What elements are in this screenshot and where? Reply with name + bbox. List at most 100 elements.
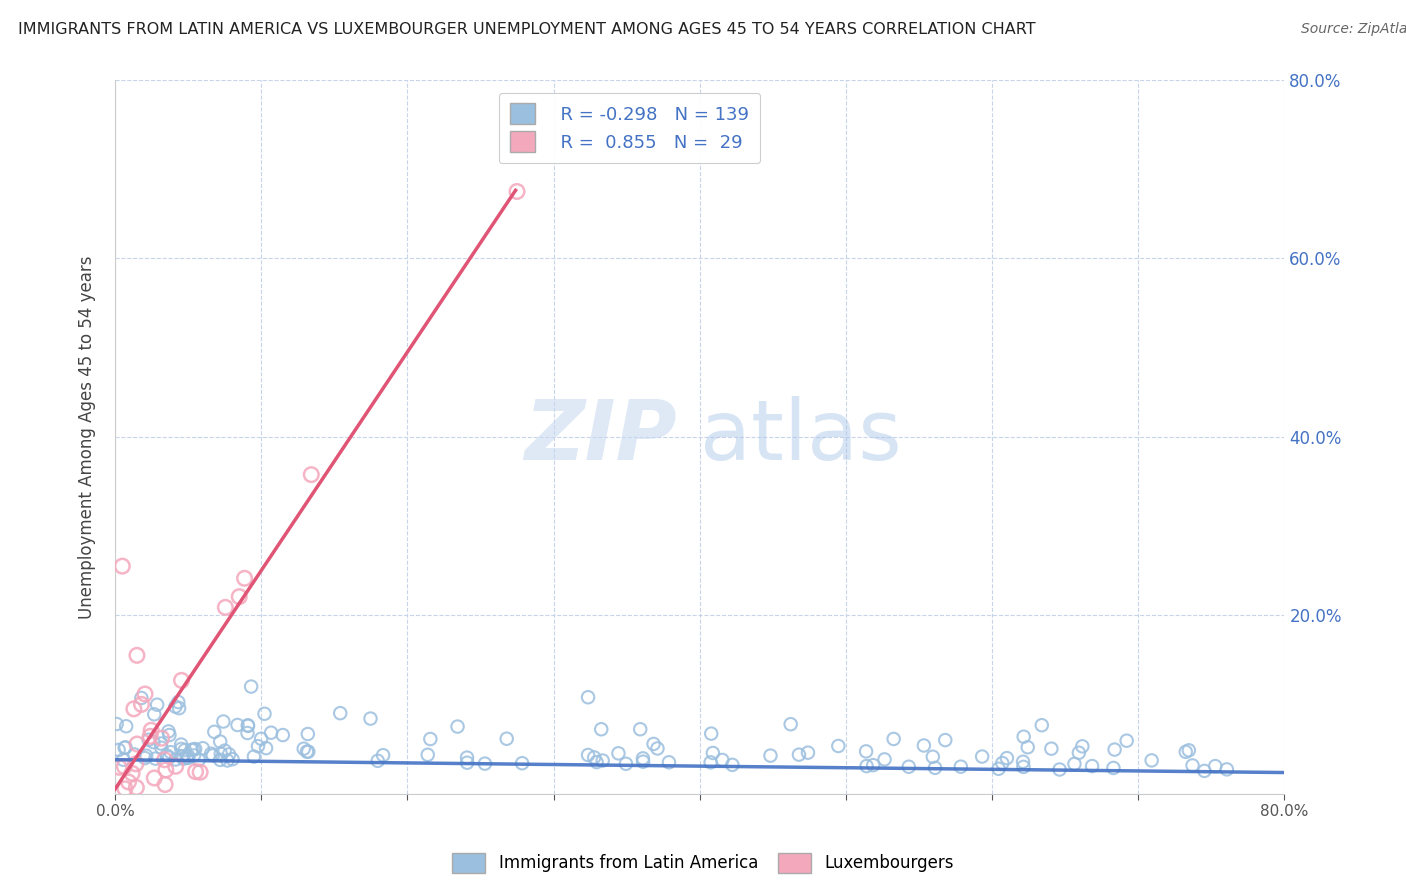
Point xyxy=(991,756,1014,770)
Point xyxy=(647,741,669,756)
Point xyxy=(155,763,177,777)
Point xyxy=(114,740,136,755)
Point xyxy=(134,687,156,701)
Point xyxy=(797,746,820,760)
Point xyxy=(721,757,744,772)
Point xyxy=(897,760,920,774)
Point xyxy=(456,750,478,764)
Point xyxy=(643,737,665,751)
Point xyxy=(209,747,232,761)
Point xyxy=(607,747,630,761)
Point xyxy=(153,753,176,767)
Point xyxy=(159,728,181,742)
Point xyxy=(176,751,198,765)
Point xyxy=(855,744,877,758)
Point xyxy=(187,753,209,767)
Point xyxy=(202,724,225,739)
Point xyxy=(167,701,190,715)
Point xyxy=(177,748,200,763)
Point xyxy=(236,726,259,740)
Point xyxy=(131,690,153,705)
Point xyxy=(1194,764,1216,778)
Point xyxy=(297,727,319,741)
Point xyxy=(883,731,905,746)
Point xyxy=(134,751,156,765)
Point xyxy=(114,740,136,755)
Point xyxy=(912,739,935,753)
Point xyxy=(201,748,224,763)
Point xyxy=(180,743,202,757)
Point xyxy=(1140,753,1163,767)
Point xyxy=(779,717,801,731)
Point xyxy=(143,707,166,722)
Point xyxy=(228,590,250,604)
Point xyxy=(299,467,322,482)
Point xyxy=(576,747,599,762)
Point xyxy=(236,719,259,733)
Point xyxy=(145,751,167,765)
Point xyxy=(658,756,681,770)
Point xyxy=(214,600,236,615)
Point xyxy=(125,756,148,771)
Point xyxy=(1174,745,1197,759)
Point xyxy=(1178,743,1201,757)
Point xyxy=(221,752,243,766)
Point xyxy=(295,745,318,759)
Point xyxy=(329,706,352,721)
Point xyxy=(827,739,849,753)
Point xyxy=(446,720,468,734)
Point xyxy=(260,725,283,739)
Point xyxy=(1104,742,1126,756)
Point xyxy=(583,750,606,764)
Point xyxy=(114,781,136,796)
Point xyxy=(921,749,943,764)
Point xyxy=(149,737,172,751)
Point xyxy=(1012,755,1035,769)
Point xyxy=(614,756,637,771)
Point xyxy=(1071,739,1094,754)
Point xyxy=(1031,718,1053,732)
Point xyxy=(157,724,180,739)
Point xyxy=(200,747,222,761)
Point xyxy=(218,747,240,762)
Point xyxy=(700,726,723,740)
Point xyxy=(142,735,165,749)
Point xyxy=(297,745,319,759)
Point xyxy=(131,698,153,712)
Point xyxy=(143,771,166,785)
Legend:   R = -0.298   N = 139,   R =  0.855   N =  29: R = -0.298 N = 139, R = 0.855 N = 29 xyxy=(499,93,761,163)
Point xyxy=(1115,733,1137,747)
Y-axis label: Unemployment Among Ages 45 to 54 years: Unemployment Among Ages 45 to 54 years xyxy=(79,255,96,618)
Point xyxy=(862,758,884,772)
Point xyxy=(209,734,232,748)
Point xyxy=(924,761,946,775)
Point xyxy=(188,765,211,780)
Point xyxy=(1063,756,1085,771)
Point xyxy=(125,648,148,663)
Point xyxy=(107,743,129,757)
Point xyxy=(146,698,169,712)
Point xyxy=(416,747,439,762)
Point xyxy=(117,775,139,789)
Text: ZIP: ZIP xyxy=(523,396,676,477)
Point xyxy=(759,748,782,763)
Point xyxy=(371,748,394,763)
Point xyxy=(226,718,249,732)
Point xyxy=(233,571,256,585)
Point xyxy=(253,706,276,721)
Point xyxy=(170,742,193,756)
Point xyxy=(250,731,273,746)
Point xyxy=(510,756,533,771)
Point xyxy=(1017,740,1039,755)
Point xyxy=(212,714,235,729)
Point xyxy=(121,766,143,780)
Point xyxy=(153,778,176,792)
Point xyxy=(702,746,724,760)
Point xyxy=(995,751,1018,765)
Point xyxy=(949,759,972,773)
Point xyxy=(150,740,173,755)
Point xyxy=(419,731,441,746)
Point xyxy=(1102,761,1125,775)
Point xyxy=(934,733,956,747)
Point xyxy=(495,731,517,746)
